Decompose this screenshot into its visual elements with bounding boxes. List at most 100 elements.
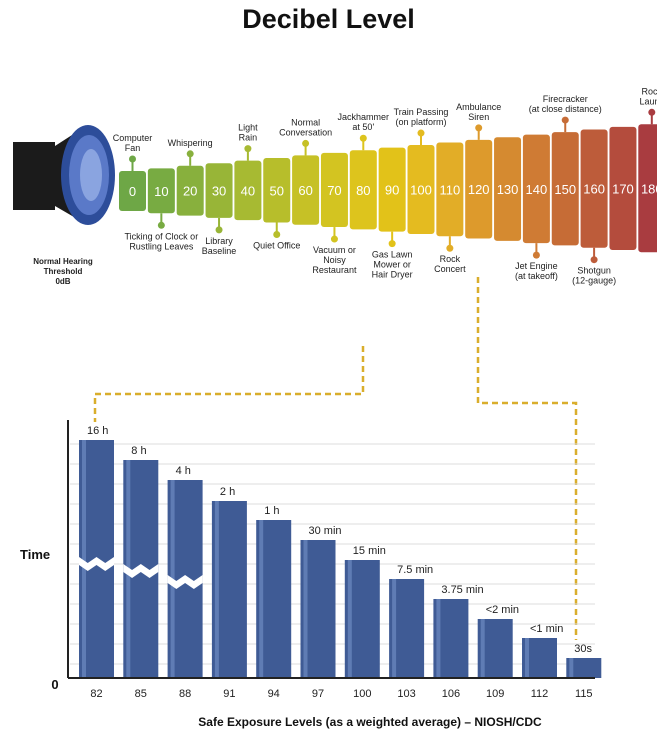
y-origin-label: 0 (51, 677, 58, 692)
bar-value-label-91: 2 h (220, 486, 235, 498)
bar-value-label-88: 4 h (176, 465, 191, 477)
annotation-below-10: Ticking of Clock or Rustling Leaves (125, 231, 199, 251)
exposure-bar-highlight (303, 540, 308, 678)
annotation-dot (330, 235, 338, 243)
annotation-above-80: Jackhammer at 50' (338, 112, 390, 132)
annotation-dot (532, 251, 540, 259)
x-tick-106: 106 (442, 688, 460, 700)
annotation-dot (273, 230, 281, 238)
annotation-below-160: Shotgun (12-gauge) (572, 266, 616, 286)
exposure-bar-115 (566, 658, 602, 678)
decibel-scale: 0 10 20 30 40 50 60 70 80 90 100 110 120 130 140 150 160… (119, 124, 657, 253)
decibel-bar-140 (522, 134, 550, 244)
annotation-dot (590, 256, 598, 264)
decibel-bar-170 (609, 126, 637, 251)
decibel-bar-120 (465, 139, 493, 239)
exposure-bar-highlight (436, 599, 441, 678)
x-axis-label: Safe Exposure Levels (as a weighted aver… (198, 715, 542, 729)
annotation-above-40: Light Rain (238, 123, 258, 143)
y-axis-label: Time (20, 547, 50, 562)
page-title: Decibel Level (242, 4, 415, 34)
decibel-annotations: Computer Fan Whispering Light Rain Normal Conv… (113, 86, 657, 285)
annotation-below-140: Jet Engine (at takeoff) (515, 261, 558, 281)
decibel-bar-20 (176, 165, 204, 216)
decibel-value-60: 60 (298, 183, 312, 198)
x-tick-115: 115 (575, 688, 593, 700)
annotation-dot (129, 155, 136, 163)
annotation-above-60: Normal Conversation (279, 117, 332, 137)
decibel-value-170: 170 (612, 181, 634, 196)
decibel-value-110: 110 (439, 182, 460, 197)
annotation-above-0: Computer Fan (113, 133, 153, 153)
decibel-bar-0 (119, 171, 146, 211)
decibel-value-130: 130 (497, 182, 519, 197)
decibel-bar-40 (234, 160, 262, 221)
axis-break-icon (167, 575, 203, 589)
connector-120db (476, 277, 578, 640)
decibel-value-160: 160 (583, 182, 605, 197)
x-tick-103: 103 (397, 688, 415, 700)
bar-value-label-115: 30s (574, 643, 592, 655)
bar-value-label-85: 8 h (131, 445, 146, 457)
x-tick-100: 100 (353, 688, 371, 700)
decibel-bar-160 (580, 129, 608, 248)
exposure-bar-highlight (259, 520, 264, 678)
annotation-dot (475, 124, 483, 132)
decibel-bar-180 (638, 124, 657, 253)
bar-value-label-109: <2 min (486, 604, 519, 616)
annotation-dot (388, 240, 396, 248)
decibel-value-10: 10 (154, 184, 168, 199)
x-tick-91: 91 (223, 688, 235, 700)
annotation-dot (186, 150, 194, 158)
decibel-value-40: 40 (241, 183, 255, 198)
annotation-below-30: Library Baseline (202, 236, 237, 256)
x-tick-88: 88 (179, 688, 191, 700)
annotation-dot (359, 134, 367, 142)
bar-value-label-97: 30 min (309, 525, 342, 537)
x-tick-labels: 82 85 88 91 94 97 100 103 106 109 112 115 (90, 688, 592, 700)
exposure-bar-highlight (347, 560, 352, 678)
annotation-dot (215, 226, 223, 234)
annotation-above-20: Whispering (168, 138, 213, 148)
exposure-bar-highlight (82, 440, 86, 678)
connector-80db (93, 346, 365, 422)
annotation-dot (302, 139, 310, 147)
decibel-value-120: 120 (468, 182, 490, 197)
decibel-bar-110 (436, 142, 464, 237)
decibel-bar-80 (349, 150, 377, 230)
annotation-dot (561, 116, 569, 124)
x-tick-94: 94 (268, 688, 280, 700)
threshold-label: Normal Hearing Threshold 0dB (33, 257, 93, 286)
x-tick-97: 97 (312, 688, 324, 700)
decibel-value-70: 70 (327, 183, 341, 198)
decibel-value-30: 30 (212, 184, 226, 199)
decibel-bar-90 (378, 147, 406, 232)
annotation-dot (157, 221, 165, 229)
decibel-value-80: 80 (356, 183, 370, 198)
exposure-bar-highlight (214, 501, 219, 678)
annotation-dot (446, 244, 454, 252)
decibel-value-140: 140 (526, 182, 548, 197)
axis-break-icon (123, 564, 159, 578)
annotation-dot (417, 129, 425, 137)
decibel-value-20: 20 (183, 184, 197, 199)
exposure-bar-highlight (392, 579, 397, 678)
exposure-bar-highlight (525, 638, 529, 678)
annotation-below-70: Vacuum or Noisy Restaurant (312, 245, 357, 275)
x-tick-82: 82 (90, 688, 102, 700)
exposure-bars: 16 h 8 h 4 h 2 h 1 h 30 min 15 min 7.5 min 3.75 … (79, 425, 602, 678)
decibel-value-180: 180 (641, 181, 657, 196)
x-tick-109: 109 (486, 688, 504, 700)
exposure-bar-highlight (569, 658, 574, 678)
exposure-bar-highlight (480, 619, 485, 678)
decibel-value-150: 150 (554, 182, 576, 197)
decibel-value-0: 0 (129, 184, 136, 199)
annotation-below-50: Quiet Office (253, 240, 300, 250)
x-tick-85: 85 (135, 688, 147, 700)
decibel-bar-50 (263, 158, 291, 223)
decibel-value-90: 90 (385, 183, 399, 198)
annotation-above-180: RockLaunc (640, 86, 657, 106)
decibel-bar-70 (320, 152, 348, 228)
decibel-bar-30 (205, 163, 233, 218)
